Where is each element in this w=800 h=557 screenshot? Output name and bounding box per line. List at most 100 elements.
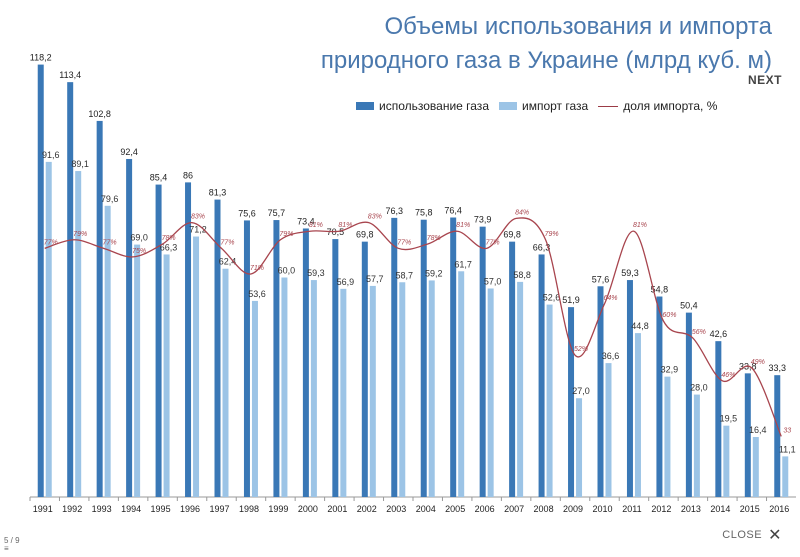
data-label-import: 19,5 bbox=[720, 414, 738, 424]
data-label-share: 81% bbox=[338, 222, 352, 229]
x-tick-label: 2011 bbox=[622, 504, 641, 514]
bar-import bbox=[605, 363, 612, 497]
bar-import bbox=[487, 288, 494, 497]
data-label-usage: 69,8 bbox=[356, 230, 374, 240]
data-label-import: 61,7 bbox=[454, 259, 472, 269]
bar-usage bbox=[37, 64, 44, 498]
bar-import bbox=[752, 437, 759, 497]
next-button[interactable]: NEXT bbox=[747, 73, 782, 87]
line-import-share bbox=[44, 217, 782, 437]
close-button[interactable]: CLOSE ✕ bbox=[722, 525, 782, 545]
bar-import bbox=[75, 171, 82, 498]
x-tick-label: 2007 bbox=[504, 504, 524, 514]
chart-title: Объемы использования и импорта природног… bbox=[321, 10, 772, 78]
x-tick-label: 2008 bbox=[534, 504, 554, 514]
bar-import bbox=[782, 456, 789, 497]
bar-usage bbox=[155, 184, 162, 497]
x-tick-label: 2013 bbox=[681, 504, 701, 514]
data-label-share: 77% bbox=[44, 239, 58, 246]
bar-usage bbox=[126, 158, 133, 497]
x-tick-label: 2015 bbox=[740, 504, 760, 514]
slide-counter-text: 5 / 9 bbox=[4, 536, 20, 545]
menu-icon[interactable]: ≡ bbox=[4, 544, 9, 553]
bar-import bbox=[222, 268, 229, 497]
data-label-import: 57,0 bbox=[484, 276, 502, 286]
bar-import bbox=[134, 244, 141, 497]
x-tick-label: 2016 bbox=[769, 504, 789, 514]
bar-usage bbox=[568, 307, 575, 497]
data-label-usage: 54,8 bbox=[651, 285, 669, 295]
bar-import bbox=[281, 277, 288, 497]
legend-item-usage: использование газа bbox=[356, 99, 489, 113]
bar-usage bbox=[656, 296, 663, 497]
bar-import bbox=[193, 236, 200, 497]
data-label-import: 11,1 bbox=[779, 444, 796, 454]
x-tick-label: 1992 bbox=[62, 504, 82, 514]
data-label-import: 66,3 bbox=[160, 242, 178, 252]
x-tick-label: 2001 bbox=[327, 504, 347, 514]
data-label-import: 36,6 bbox=[602, 351, 620, 361]
x-tick-label: 1991 bbox=[33, 504, 53, 514]
data-label-usage: 85,4 bbox=[150, 173, 168, 183]
chart-title-line-2: природного газа в Украине (млрд куб. м) bbox=[320, 47, 772, 74]
bar-import bbox=[664, 376, 671, 497]
bar-usage bbox=[391, 217, 398, 497]
data-label-usage: 113,4 bbox=[59, 70, 81, 80]
bar-import bbox=[399, 282, 406, 497]
bar-usage bbox=[332, 239, 339, 497]
legend-swatch-import bbox=[499, 102, 517, 110]
data-label-share: 56% bbox=[692, 329, 706, 336]
data-label-share: 77% bbox=[103, 239, 117, 246]
bar-usage bbox=[626, 280, 633, 497]
x-tick-label: 2009 bbox=[563, 504, 583, 514]
data-label-import: 44,8 bbox=[631, 321, 649, 331]
x-tick-label: 1997 bbox=[209, 504, 229, 514]
bar-usage bbox=[243, 220, 250, 497]
x-tick-label: 2012 bbox=[651, 504, 671, 514]
data-label-share: 79% bbox=[279, 231, 293, 238]
bar-import bbox=[634, 333, 641, 497]
x-tick-label: 2014 bbox=[710, 504, 730, 514]
close-icon: ✕ bbox=[768, 527, 782, 544]
data-label-share: 84% bbox=[515, 209, 529, 216]
x-tick-label: 1996 bbox=[180, 504, 200, 514]
legend-item-share: доля импорта, % bbox=[598, 99, 717, 113]
data-label-import: 27,0 bbox=[572, 386, 590, 396]
bar-usage bbox=[273, 220, 280, 498]
data-label-usage: 59,3 bbox=[621, 268, 639, 278]
data-label-usage: 33,3 bbox=[769, 363, 787, 373]
data-label-share: 49% bbox=[751, 359, 765, 366]
data-label-share: 64% bbox=[603, 295, 617, 302]
legend-label-usage: использование газа bbox=[379, 99, 489, 113]
data-label-share: 79% bbox=[73, 231, 87, 238]
bar-usage bbox=[361, 241, 368, 497]
bar-import bbox=[723, 425, 730, 497]
data-label-usage: 81,3 bbox=[209, 188, 227, 198]
data-label-share: 71% bbox=[250, 265, 264, 272]
x-tick-label: 2000 bbox=[298, 504, 318, 514]
bar-usage bbox=[685, 312, 692, 497]
data-label-import: 53,6 bbox=[248, 289, 266, 299]
bar-import bbox=[546, 304, 553, 497]
x-tick-label: 2004 bbox=[416, 504, 436, 514]
data-label-usage: 75,8 bbox=[415, 208, 433, 218]
data-label-import: 57,7 bbox=[366, 274, 384, 284]
bar-usage bbox=[538, 254, 545, 497]
x-tick-label: 2005 bbox=[445, 504, 465, 514]
data-label-usage: 66,3 bbox=[533, 242, 551, 252]
bar-import bbox=[251, 300, 258, 497]
bar-usage bbox=[479, 226, 486, 497]
chart-legend: использование газа импорт газа доля импо… bbox=[356, 99, 717, 113]
legend-swatch-usage bbox=[356, 102, 374, 110]
data-label-usage: 73,9 bbox=[474, 215, 492, 225]
bar-usage bbox=[450, 217, 457, 497]
data-label-share: 60% bbox=[662, 312, 676, 319]
data-label-usage: 76,4 bbox=[444, 206, 462, 216]
data-label-import: 58,7 bbox=[396, 270, 414, 280]
data-label-usage: 86 bbox=[183, 170, 193, 180]
legend-label-share: доля импорта, % bbox=[623, 99, 718, 113]
x-tick-label: 2002 bbox=[357, 504, 377, 514]
x-tick-label: 2006 bbox=[475, 504, 495, 514]
bar-import bbox=[693, 394, 700, 497]
